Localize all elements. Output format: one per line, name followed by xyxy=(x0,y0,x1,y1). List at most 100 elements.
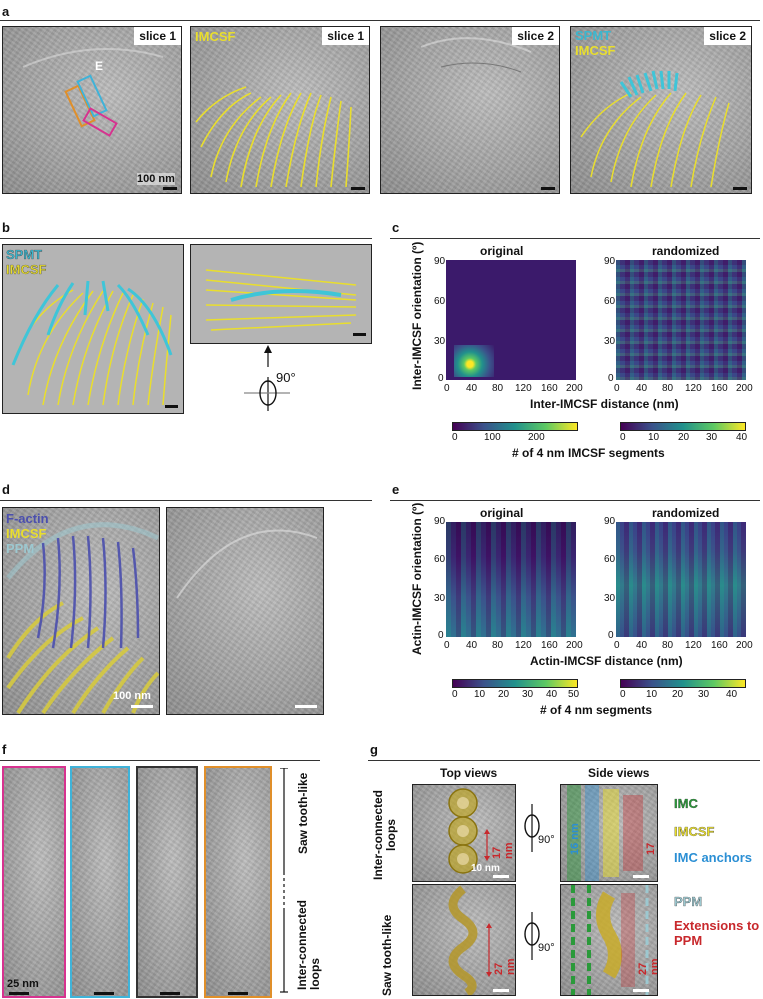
g-legend-ppm: PPM xyxy=(674,894,703,909)
e-ytick: 90 xyxy=(604,516,616,527)
e-ytick: 0 xyxy=(438,630,444,641)
cbar-tick: 30 xyxy=(706,432,718,443)
scale-bar xyxy=(351,187,365,190)
e-xtick: 200 xyxy=(566,640,583,651)
scale-bar xyxy=(165,405,178,408)
imc-band xyxy=(567,785,581,881)
rule-a xyxy=(0,20,760,21)
cbar-tick: 40 xyxy=(736,432,748,443)
model-3d-top-drawing xyxy=(11,280,173,406)
legend-factin: F-actin xyxy=(6,511,49,526)
g-legend-imcsf: IMCSF xyxy=(674,824,715,839)
scale-bar xyxy=(160,992,180,995)
loops-model xyxy=(448,788,490,874)
scale-bar xyxy=(541,187,555,190)
cbar-tick: 40 xyxy=(546,689,558,700)
g-measure-27b: 27 nm xyxy=(637,958,658,976)
e-colorbar-right xyxy=(620,679,746,688)
c-xtick: 0 xyxy=(444,383,450,394)
e-title-left: original xyxy=(480,506,524,520)
legend-spmt: SPMT xyxy=(6,247,43,262)
rule-f xyxy=(0,760,320,761)
e-xtick: 80 xyxy=(492,640,504,651)
c-ytick: 90 xyxy=(604,256,616,267)
tomogram-a1: slice 1 E 100 nm xyxy=(2,26,182,194)
cbar-tick: 0 xyxy=(620,689,626,700)
panel-label-d: d xyxy=(2,482,10,497)
tomogram-a1-overlay xyxy=(22,48,164,137)
g-topview-sawtooth: 27 nm xyxy=(412,884,516,996)
panel-label-e: e xyxy=(392,482,400,497)
rotation-icon xyxy=(524,804,540,852)
sawtooth-side-model xyxy=(571,885,649,995)
tomogram-d2 xyxy=(166,507,324,715)
g-legend-extensions: Extensions to PPM xyxy=(674,918,760,948)
overlay-label-imcsf: IMCSF xyxy=(575,43,616,58)
c-xtick: 160 xyxy=(711,383,728,394)
e-xtick: 120 xyxy=(685,640,702,651)
cbar-tick: 0 xyxy=(620,432,626,443)
c-xtick: 0 xyxy=(614,383,620,394)
c-colorbar-right xyxy=(620,422,746,431)
scale-bar xyxy=(633,989,649,992)
overlay-label: IMCSF xyxy=(195,29,236,44)
tomogram-a3: slice 2 xyxy=(380,26,560,194)
cbar-tick: 20 xyxy=(498,689,510,700)
tomogram-a4: slice 2 SPMT IMCSF xyxy=(570,26,752,194)
scale-bar xyxy=(131,705,153,708)
model-3d-top: SPMT IMCSF xyxy=(2,244,184,414)
g-row2-label: Saw tooth-like xyxy=(380,914,394,996)
scale-bar xyxy=(228,992,248,995)
e-colorbar-left xyxy=(452,679,578,688)
g-topview-loops: 17 nm 10 nm xyxy=(412,784,516,882)
g-rot-1: 90° xyxy=(538,834,555,846)
c-xtick: 40 xyxy=(466,383,478,394)
rotation-icon xyxy=(524,912,540,960)
overlay-label-spmt: SPMT xyxy=(575,28,612,43)
e-xtick: 40 xyxy=(466,640,478,651)
g-legend-imc: IMC xyxy=(674,796,698,811)
g-side-views: Side views xyxy=(588,766,650,780)
legend-imcsf: IMCSF xyxy=(6,526,47,541)
rule-b xyxy=(0,238,372,239)
anchor-band xyxy=(585,785,599,881)
c-ylabel: Inter-IMCSF orientation (º) xyxy=(410,241,424,390)
tomogram-d1: F-actin IMCSF PPM 100 nm xyxy=(2,507,160,715)
cbar-tick: 20 xyxy=(678,432,690,443)
scale-label: 100 nm xyxy=(137,173,175,185)
slice-tag: slice 2 xyxy=(704,27,751,45)
cbar-tick: 10 xyxy=(474,689,486,700)
c-xtick: 160 xyxy=(541,383,558,394)
scale-bar xyxy=(9,992,29,995)
heatmap-e-randomized xyxy=(616,522,746,637)
c-ytick: 30 xyxy=(434,336,446,347)
imcsf-overlay xyxy=(195,86,352,188)
f-label-bottom: Inter-connected loops xyxy=(295,899,322,990)
c-ytick: 90 xyxy=(434,256,446,267)
g-rot-2: 90° xyxy=(538,942,555,954)
e-ytick: 0 xyxy=(608,630,614,641)
e-title-right: randomized xyxy=(652,506,720,520)
e-xtick: 160 xyxy=(541,640,558,651)
heatmap-e-original xyxy=(446,522,576,637)
c-title-left: original xyxy=(480,244,524,258)
e-xtick: 0 xyxy=(444,640,450,651)
rule-c xyxy=(390,238,760,239)
extension-band xyxy=(623,795,643,871)
scale-bar xyxy=(295,705,317,708)
density-column-orange xyxy=(204,766,272,998)
cbar-tick: 200 xyxy=(528,432,545,443)
rule-d xyxy=(0,500,372,501)
c-xtick: 200 xyxy=(736,383,753,394)
cbar-tick: 20 xyxy=(672,689,684,700)
cbar-tick: 10 xyxy=(648,432,660,443)
imcsf-band xyxy=(603,789,619,877)
cbar-tick: 10 xyxy=(646,689,658,700)
g-legend-anchors: IMC anchors xyxy=(674,850,753,865)
e-xtick: 200 xyxy=(736,640,753,651)
panel-label-f: f xyxy=(2,742,7,757)
g-top-views: Top views xyxy=(440,766,498,780)
e-ytick: 60 xyxy=(604,554,616,565)
sawtooth-model xyxy=(448,885,492,995)
density-column-magenta: 25 nm xyxy=(2,766,66,998)
